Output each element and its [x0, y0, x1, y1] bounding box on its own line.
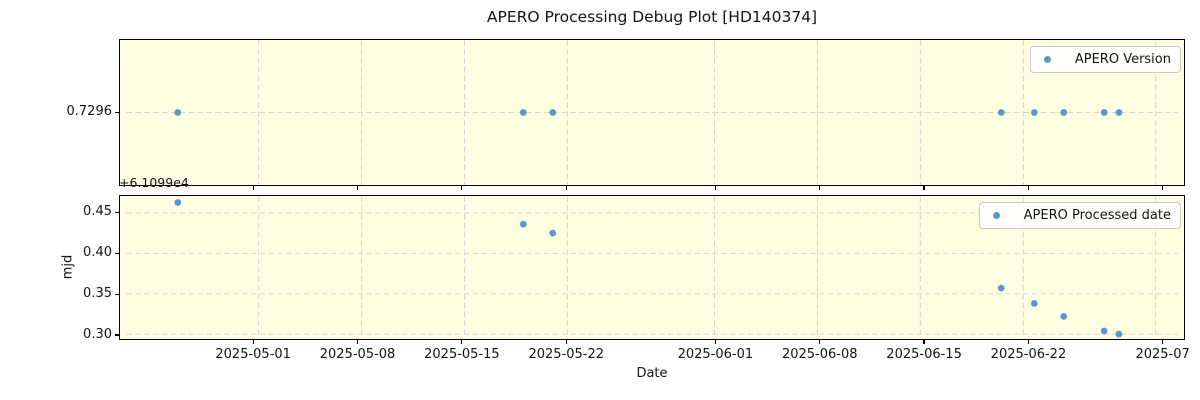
data-point — [1060, 109, 1068, 116]
data-point — [174, 109, 182, 116]
y-tick-label: 0.30 — [83, 326, 112, 342]
y-tick-label: 0.35 — [83, 285, 112, 301]
y-tick — [115, 211, 119, 213]
data-point — [1030, 300, 1038, 307]
x-tick — [565, 340, 567, 344]
x-tick — [252, 340, 254, 344]
x-tick-label: 2025-06-01 — [677, 347, 754, 362]
top-legend-label: APERO Version — [1074, 52, 1171, 67]
top-legend: APERO Version — [1029, 46, 1181, 73]
x-tick — [1027, 340, 1030, 344]
bottom-plot-canvas — [126, 196, 1178, 339]
x-tick — [714, 340, 716, 344]
data-point — [997, 109, 1005, 116]
top-plot: APERO Version — [119, 39, 1185, 186]
data-point — [519, 220, 527, 228]
data-point — [549, 109, 557, 116]
x-tick — [565, 186, 567, 190]
x-tick — [819, 340, 821, 344]
x-tick — [923, 186, 925, 190]
y-tick — [115, 334, 119, 336]
y-tick-label: 0.45 — [83, 203, 112, 219]
y-axis-offset-text: +6.1099e4 — [119, 175, 189, 190]
top-plot-canvas — [126, 40, 1178, 185]
y-tick — [115, 111, 119, 114]
data-point — [549, 229, 557, 237]
data-point — [519, 109, 527, 116]
dot-icon — [1043, 56, 1051, 63]
x-tick — [819, 186, 821, 190]
bottom-plot: APERO Processed date — [119, 195, 1185, 340]
bottom-legend-label: APERO Processed date — [1023, 208, 1171, 223]
x-tick-label: 2025-06-22 — [990, 347, 1067, 362]
x-tick-label: 2025-05-15 — [424, 347, 500, 362]
x-tick — [461, 186, 463, 190]
x-tick — [356, 186, 359, 190]
x-tick — [923, 340, 925, 344]
x-tick — [252, 186, 254, 190]
x-tick-label: 2025-06-08 — [781, 347, 858, 362]
x-tick-label: 2025-05-08 — [319, 347, 396, 362]
data-point — [1060, 313, 1068, 320]
x-tick — [1027, 186, 1030, 190]
y-tick — [115, 293, 119, 295]
x-tick-label: 2025-07 — [1135, 347, 1190, 362]
x-tick — [356, 340, 359, 344]
x-tick — [461, 340, 463, 344]
data-point — [1115, 330, 1123, 338]
y-tick-label: 0.40 — [83, 244, 112, 260]
bottom-legend: APERO Processed date — [978, 202, 1181, 229]
x-tick — [714, 186, 716, 190]
plot-title: APERO Processing Debug Plot [HD140374] — [486, 8, 818, 26]
data-point — [174, 199, 182, 206]
data-point — [1100, 327, 1108, 335]
x-tick-label: 2025-05-01 — [215, 347, 291, 362]
data-point — [997, 284, 1005, 292]
y-tick-label: 0.7296 — [66, 104, 113, 119]
x-tick-label: 2025-06-15 — [886, 347, 962, 362]
x-tick — [1162, 186, 1164, 190]
y-tick — [115, 252, 119, 254]
x-tick-label: 2025-05-22 — [528, 347, 605, 362]
x-tick — [1162, 340, 1164, 344]
data-point — [1115, 109, 1123, 116]
data-point — [1031, 109, 1038, 116]
data-point — [1100, 109, 1108, 116]
dot-icon — [992, 212, 1000, 219]
x-axis-label: Date — [636, 366, 668, 381]
